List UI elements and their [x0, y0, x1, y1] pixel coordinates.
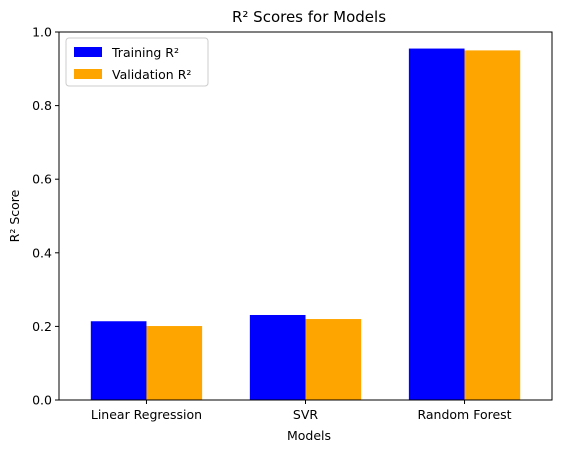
- x-tick-label: Linear Regression: [91, 407, 202, 422]
- bar-training-1: [249, 314, 306, 400]
- bar-training-2: [408, 48, 465, 401]
- bars-layer: [90, 48, 521, 401]
- legend: Training R² Validation R²: [65, 37, 209, 87]
- chart-title: R² Scores for Models: [232, 8, 386, 26]
- legend-label-training: Training R²: [111, 45, 179, 60]
- axes-layer: 0.0 0.2 0.4 0.6 0.8 1.0 Linear Regression SVR Ra…: [32, 25, 553, 422]
- legend-swatch-validation: [74, 69, 102, 79]
- bar-validation-0: [146, 326, 203, 400]
- x-tick-label: SVR: [293, 407, 318, 422]
- y-tick-label: 0.0: [32, 393, 52, 408]
- bar-validation-1: [305, 319, 362, 400]
- x-tick-label: Random Forest: [417, 407, 511, 422]
- bar-validation-2: [464, 50, 521, 401]
- y-tick-label: 1.0: [32, 25, 52, 40]
- x-axis-title: Models: [287, 428, 331, 443]
- legend-label-validation: Validation R²: [112, 67, 191, 82]
- y-axis-title: R² Score: [7, 189, 22, 242]
- y-tick-label: 0.6: [32, 172, 52, 187]
- bar-training-0: [90, 321, 147, 400]
- legend-swatch-training: [74, 47, 102, 57]
- y-tick-label: 0.2: [32, 319, 52, 334]
- y-tick-label: 0.8: [32, 98, 52, 113]
- y-tick-label: 0.4: [32, 245, 52, 260]
